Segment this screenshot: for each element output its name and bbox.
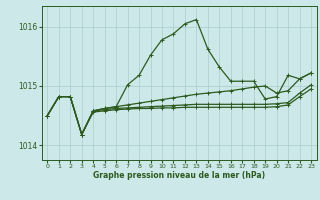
X-axis label: Graphe pression niveau de la mer (hPa): Graphe pression niveau de la mer (hPa) [93,171,265,180]
